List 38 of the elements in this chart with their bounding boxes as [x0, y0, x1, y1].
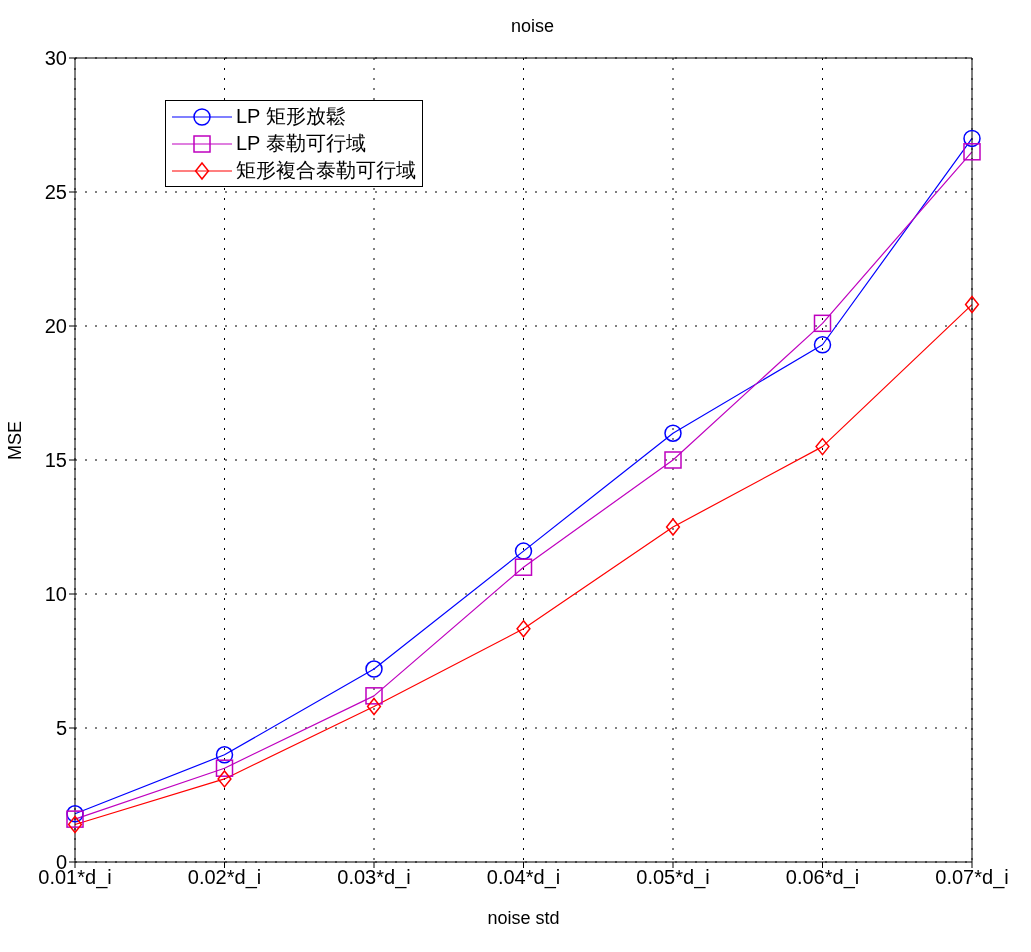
legend-label: LP 矩形放鬆: [236, 104, 346, 129]
point: [963, 129, 981, 148]
y-tick-label: 30: [44, 47, 67, 70]
point: [665, 518, 681, 536]
x-tick-label: 0.04*d_i: [486, 866, 561, 890]
point: [963, 143, 981, 161]
point: [366, 697, 382, 716]
point: [815, 437, 830, 456]
point: [664, 451, 682, 469]
point: [217, 770, 232, 788]
y-tick-label: 5: [55, 717, 67, 740]
point: [664, 424, 682, 442]
x-tick-label: 0.03*d_i: [337, 866, 411, 890]
point: [66, 810, 84, 828]
x-tick-label: 0.07*d_i: [935, 866, 1009, 890]
point: [365, 687, 383, 705]
y-tick-label: 10: [44, 583, 67, 606]
y-axis-title: MSE: [5, 420, 26, 460]
x-tick-label: 0.02*d_i: [187, 866, 262, 890]
point: [365, 660, 383, 678]
point: [813, 314, 832, 333]
point: [514, 542, 533, 560]
x-axis-title: noise std: [487, 908, 560, 928]
y-tick-label: 25: [44, 181, 67, 204]
y-tick-label: 15: [44, 449, 67, 472]
legend-label: 矩形複合泰勒可行域: [236, 158, 416, 183]
legend-label: LP 泰勒可行域: [236, 131, 366, 156]
point: [215, 759, 234, 777]
point: [514, 558, 533, 576]
chart-title: noise: [510, 16, 555, 37]
point: [516, 620, 531, 638]
x-tick-label: 0.06*d_i: [785, 866, 860, 890]
point: [215, 746, 234, 764]
point: [964, 295, 980, 314]
point: [67, 815, 83, 834]
point: [813, 336, 832, 354]
y-tick-label: 20: [44, 315, 67, 338]
x-tick-label: 0.05*d_i: [636, 866, 710, 890]
